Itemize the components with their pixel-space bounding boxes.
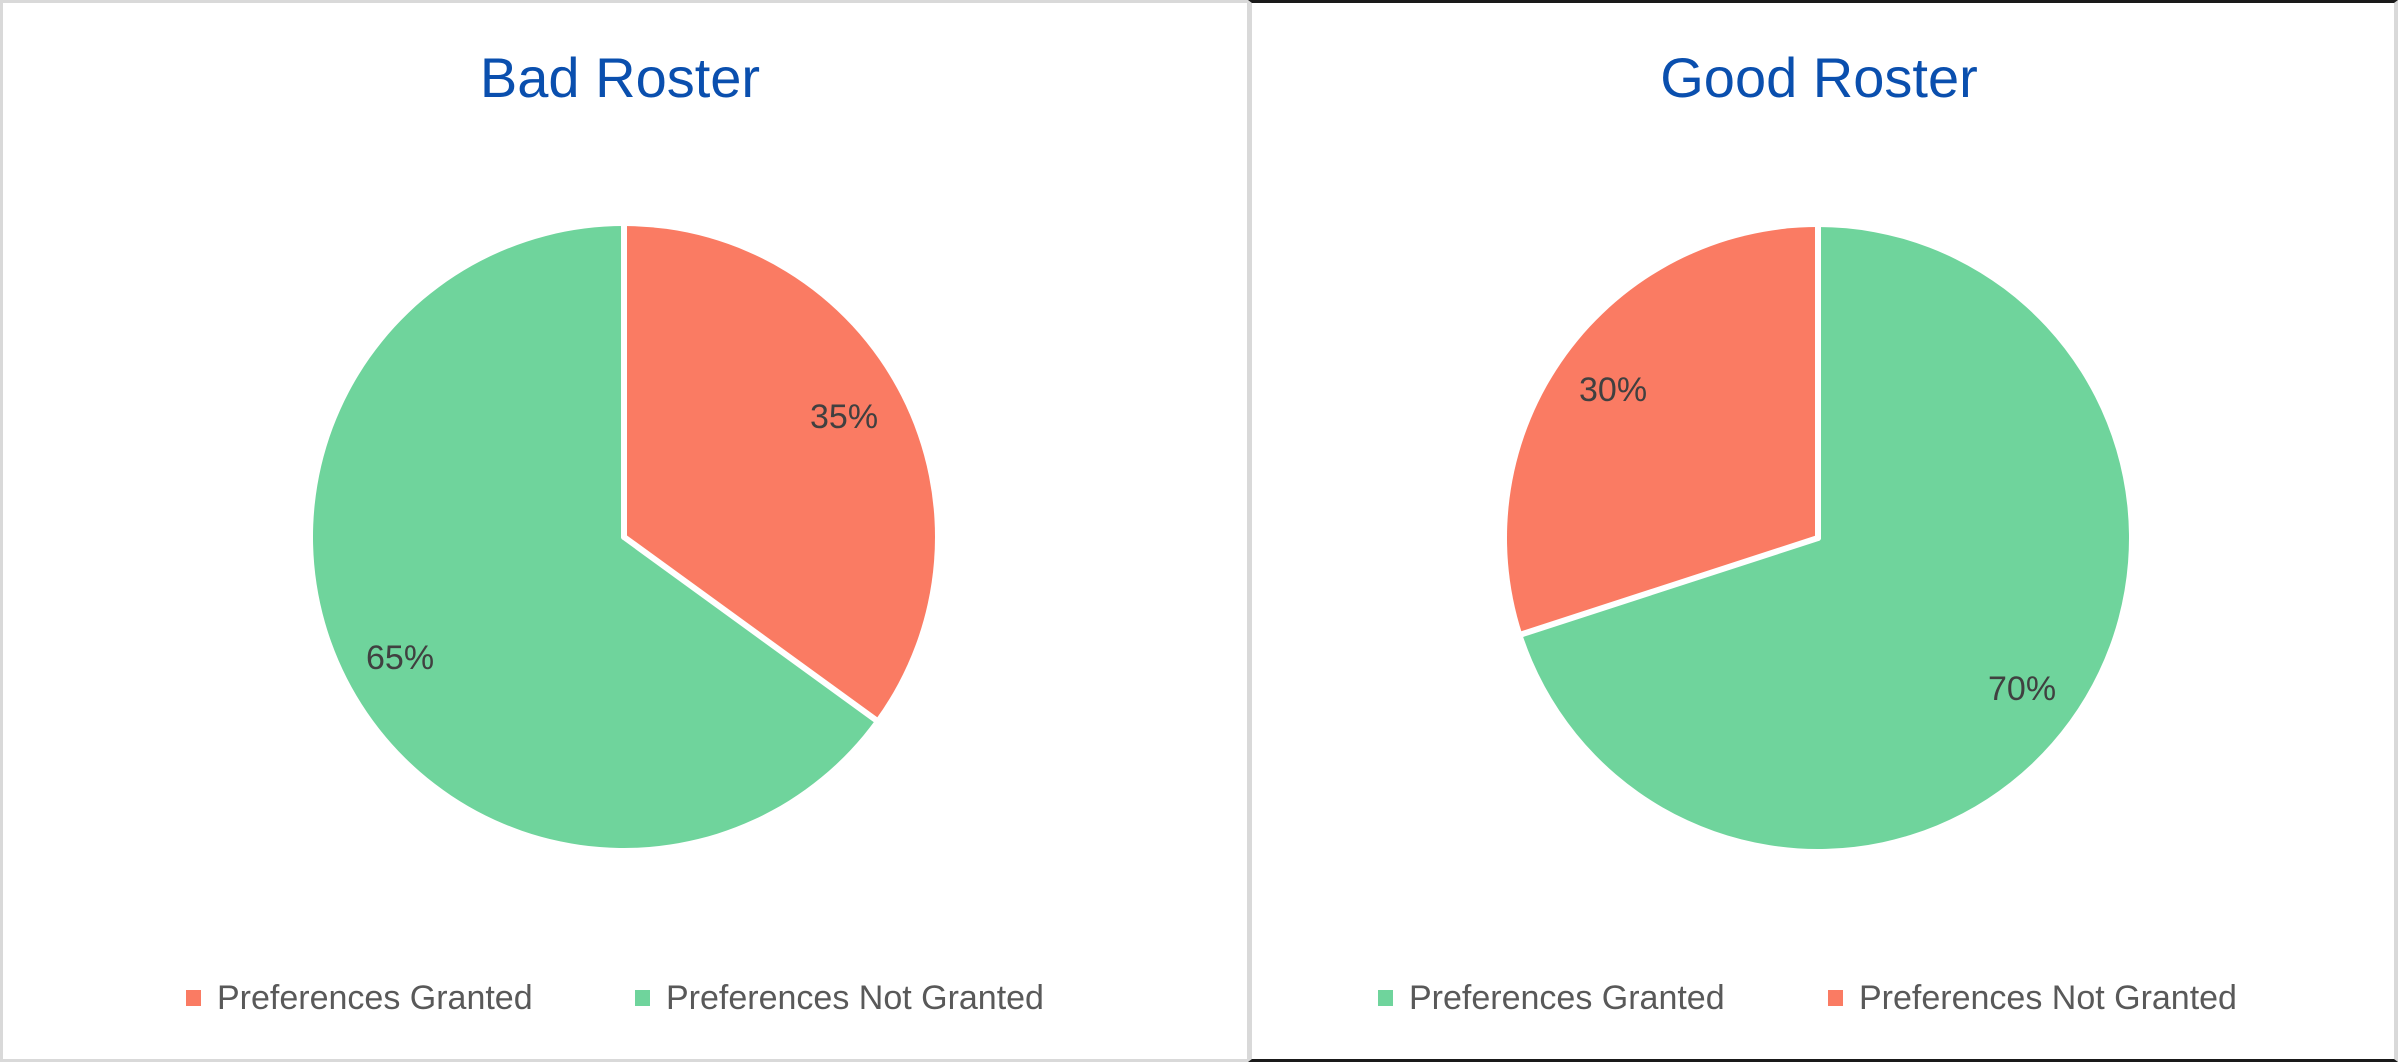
pie-chart: 70% 30% [1507, 222, 2129, 849]
pie-separators [1517, 222, 1821, 638]
legend-label: Preferences Granted [217, 979, 533, 1017]
pie-chart: 35% 65% [312, 221, 935, 849]
legend-swatch-square-icon [1828, 990, 1843, 1006]
legend-swatch-square-icon [1378, 990, 1393, 1006]
legend-label: Preferences Not Granted [1859, 979, 2237, 1017]
chart-title: Good Roster [1660, 46, 1978, 109]
pie-slices [1507, 227, 2129, 849]
chart-title: Bad Roster [479, 46, 761, 109]
data-label-granted: 70% [1988, 670, 2056, 708]
pie-separators [621, 221, 881, 724]
data-label-not-granted: 30% [1579, 371, 1647, 409]
legend-item-granted[interactable]: Preferences Granted [1378, 978, 1725, 1018]
chart-legend: Preferences Granted Preferences Not Gran… [1252, 978, 2394, 1018]
slice-separator [1517, 535, 1821, 638]
slice-separator [621, 534, 881, 724]
chart-panel-bad-roster: Bad Roster 35% 65% Preferences Granted P… [0, 0, 1250, 1062]
legend-swatch-square-icon [186, 990, 201, 1006]
data-label-not-granted: 65% [366, 639, 434, 677]
legend-item-not-granted[interactable]: Preferences Not Granted [1828, 978, 2237, 1018]
pie-slices [312, 226, 935, 849]
pie-slice-preferences-granted[interactable] [1522, 227, 2129, 849]
legend-label: Preferences Granted [1409, 979, 1725, 1017]
chart-panel-good-roster: Good Roster 70% 30% Preferences Granted … [1248, 0, 2398, 1062]
data-label-granted: 35% [810, 398, 878, 436]
pie-slice-preferences-not-granted[interactable] [1507, 227, 1818, 635]
legend-item-granted[interactable]: Preferences Granted [186, 978, 533, 1018]
legend-swatch-square-icon [635, 990, 650, 1006]
pie-slice-preferences-not-granted[interactable] [312, 226, 876, 849]
pie-slice-preferences-granted[interactable] [624, 226, 935, 720]
legend-label: Preferences Not Granted [666, 979, 1044, 1017]
chart-legend: Preferences Granted Preferences Not Gran… [3, 978, 1247, 1018]
legend-item-not-granted[interactable]: Preferences Not Granted [635, 978, 1044, 1018]
